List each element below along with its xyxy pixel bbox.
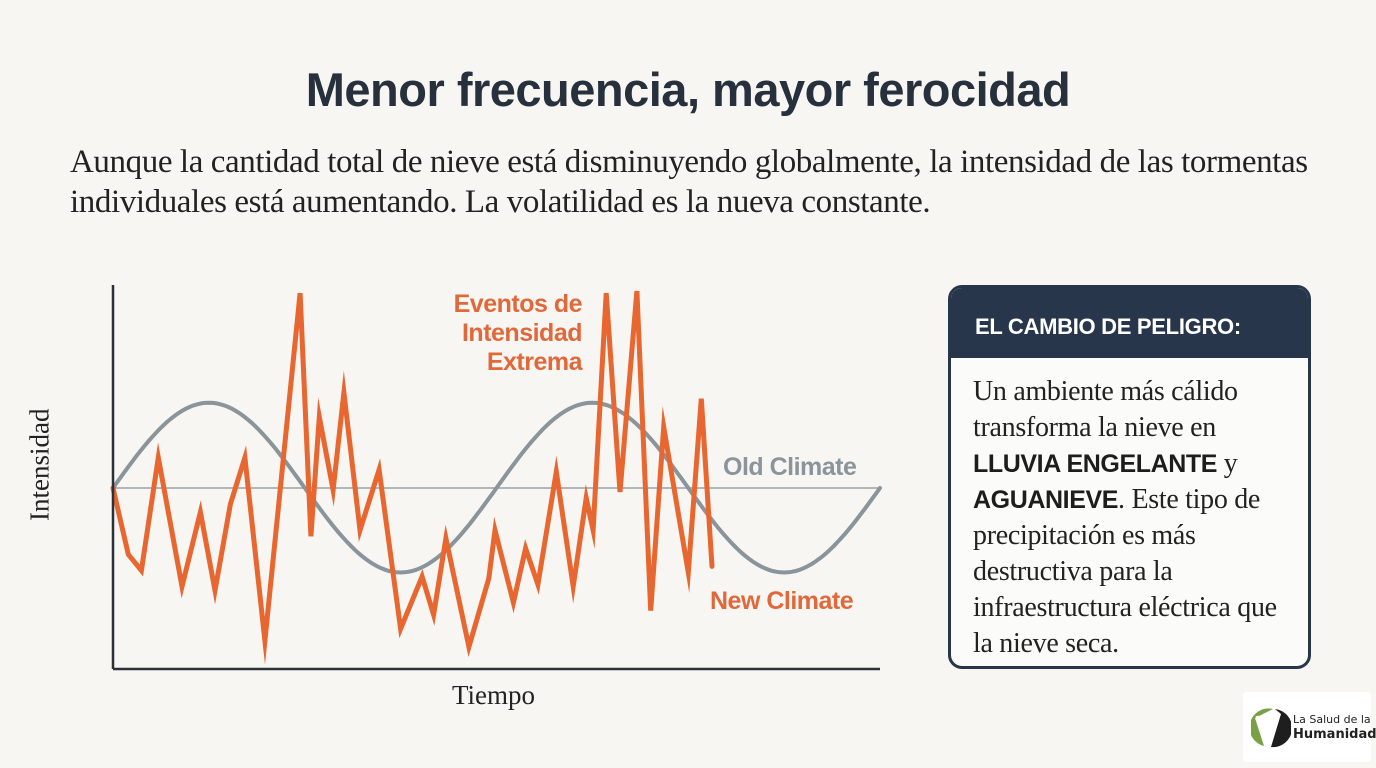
new-climate-line [110, 290, 715, 665]
card-bold-freezing-rain: LLUVIA ENGELANTE [973, 450, 1218, 478]
y-axis-label: Intensidad [24, 408, 55, 521]
logo-line-1: La Salud de la [1293, 713, 1371, 726]
hazard-shift-card: EL CAMBIO DE PELIGRO: Un ambiente más cá… [948, 285, 1311, 669]
old-climate-line [111, 400, 882, 575]
page-title: Menor frecuencia, mayor ferocidad [305, 63, 1071, 116]
card-heading: EL CAMBIO DE PELIGRO: [951, 288, 1308, 358]
legend-old-climate: Old Climate [723, 453, 857, 481]
legend-new-climate: New Climate [710, 587, 854, 615]
card-text-1: Un ambiente más cálido transforma la nie… [973, 376, 1238, 443]
logo-line-2: Humanidad [1293, 727, 1376, 742]
card-bold-sleet: AGUANIEVE [973, 486, 1119, 514]
card-text-2: y [1217, 448, 1238, 479]
x-axis-label: Tiempo [452, 680, 536, 710]
brand-logo: La Salud de la Humanidad [1243, 692, 1376, 762]
page-subtitle: Aunque la cantidad total de nieve está d… [70, 144, 1308, 220]
logo-text: La Salud de la Humanidad [1293, 712, 1376, 742]
annotation-extreme-events: Eventos de Intensidad Extrema [453, 290, 583, 376]
card-body: Un ambiente más cálido transforma la nie… [951, 358, 1308, 662]
logo-globe-icon [1251, 708, 1291, 749]
card-text-3: . Este tipo de precipitación es más dest… [973, 484, 1277, 659]
intensity-chart [110, 285, 882, 671]
